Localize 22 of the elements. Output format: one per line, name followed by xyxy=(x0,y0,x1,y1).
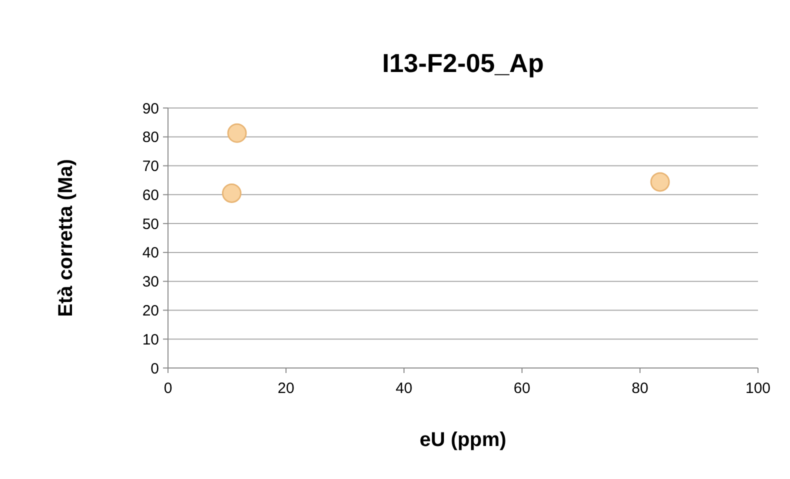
point xyxy=(222,183,242,203)
y-tick-label: 90 xyxy=(142,100,159,118)
y-tick-label: 30 xyxy=(142,274,159,291)
y-tick-label: 20 xyxy=(142,302,159,320)
x-tick-label: 0 xyxy=(164,380,172,397)
y-tick-label: 80 xyxy=(142,129,159,146)
x-tick-label: 20 xyxy=(278,380,294,397)
y-tick-label: 10 xyxy=(142,331,159,348)
x-tick-label: 80 xyxy=(632,380,648,397)
point xyxy=(650,172,670,192)
y-axis-title: Età corretta (Ma) xyxy=(55,159,77,317)
x-tick-label: 60 xyxy=(514,380,530,397)
y-tick-label: 50 xyxy=(142,216,159,233)
x-axis-title: eU (ppm) xyxy=(420,429,506,451)
x-tick-label: 100 xyxy=(745,380,771,397)
y-tick-label: 40 xyxy=(142,244,159,262)
y-tick-label: 70 xyxy=(142,158,159,176)
chart-title: I13-F2-05_Ap xyxy=(382,48,544,78)
point xyxy=(227,123,247,143)
y-tick-label: 60 xyxy=(142,186,159,204)
y-tick-label: 0 xyxy=(150,360,159,378)
x-tick-label: 40 xyxy=(396,380,412,397)
